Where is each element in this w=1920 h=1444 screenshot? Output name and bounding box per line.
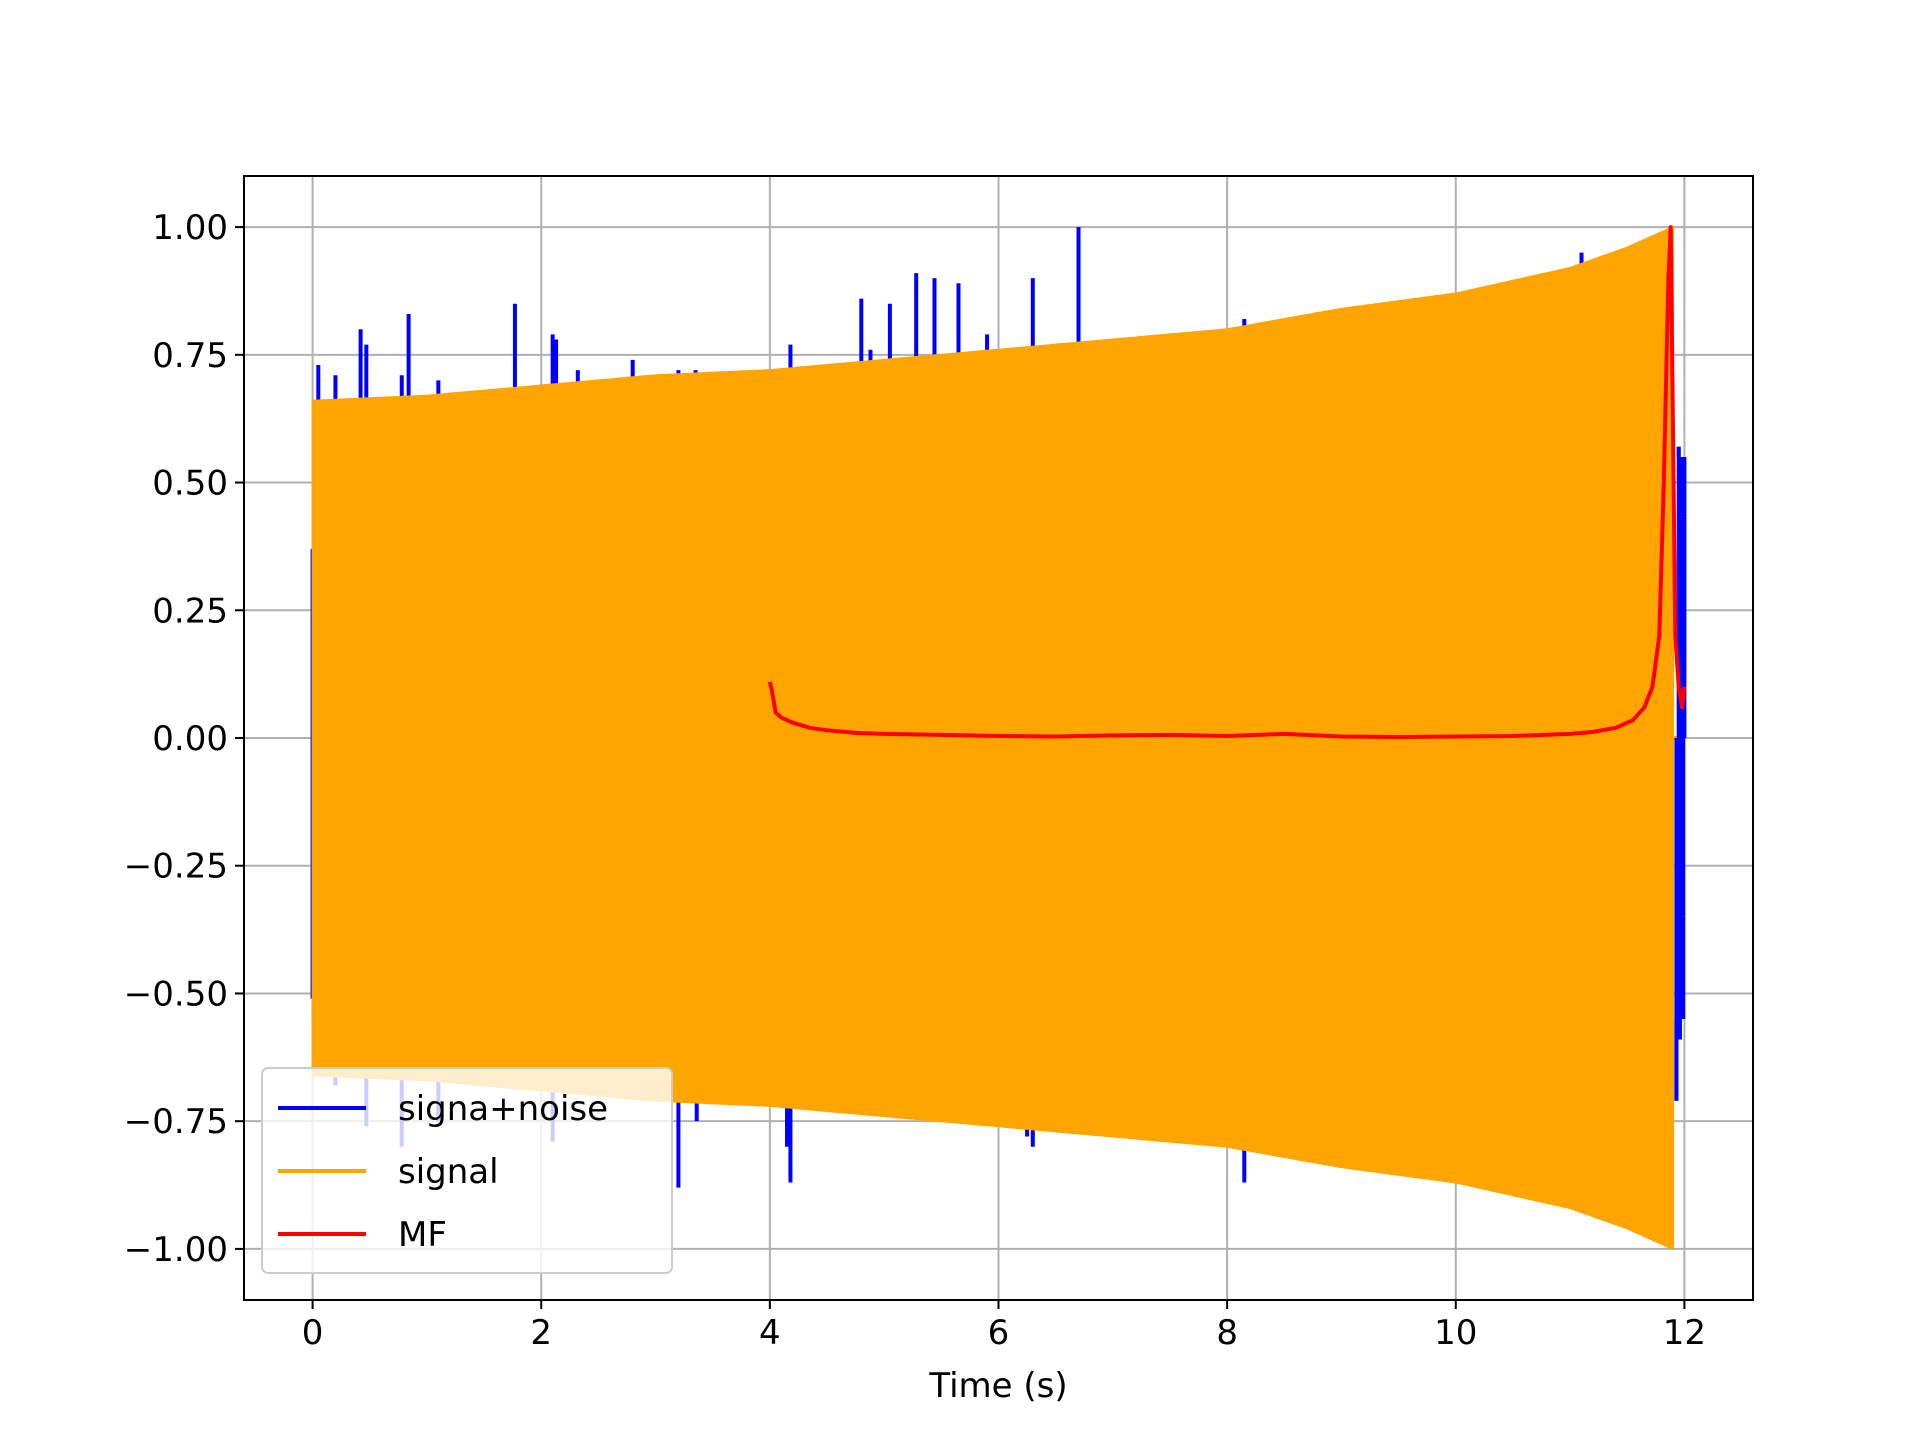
y-tick-label: −0.75 [124, 1102, 228, 1142]
x-tick-label: 12 [1663, 1313, 1706, 1353]
plot-area [310, 225, 1687, 1251]
legend-box [261, 1067, 673, 1274]
y-tick-label: 0.50 [152, 464, 228, 504]
y-tick-label: −1.00 [124, 1230, 228, 1270]
signal-band [311, 225, 1674, 1251]
x-tick-label: 2 [530, 1313, 552, 1353]
legend-label: MF [398, 1215, 447, 1255]
x-tick-label: 4 [759, 1313, 781, 1353]
y-tick-label: 0.00 [152, 719, 228, 759]
x-tick-label: 6 [988, 1313, 1010, 1353]
legend-label: signal [398, 1152, 499, 1192]
legend: signa+noise signal MF [261, 1067, 673, 1274]
mf-line [767, 225, 1687, 739]
x-tick-label: 0 [302, 1313, 324, 1353]
x-tick-label: 8 [1216, 1313, 1238, 1353]
y-tick-label: −0.25 [124, 847, 228, 887]
x-axis-label: Time (s) [928, 1366, 1067, 1406]
axis-ticks: 0 2 4 6 8 10 12 1.00 0.75 0.50 0.25 0.00 −0.25 −0.50 −… [124, 208, 1706, 1353]
legend-label: signa+noise [398, 1089, 608, 1129]
y-tick-label: 0.25 [152, 591, 228, 631]
y-tick-label: −0.50 [124, 974, 228, 1014]
series-layer [310, 225, 1687, 1251]
x-tick-label: 10 [1434, 1313, 1477, 1353]
y-tick-label: 1.00 [152, 208, 228, 248]
y-tick-label: 0.75 [152, 336, 228, 376]
